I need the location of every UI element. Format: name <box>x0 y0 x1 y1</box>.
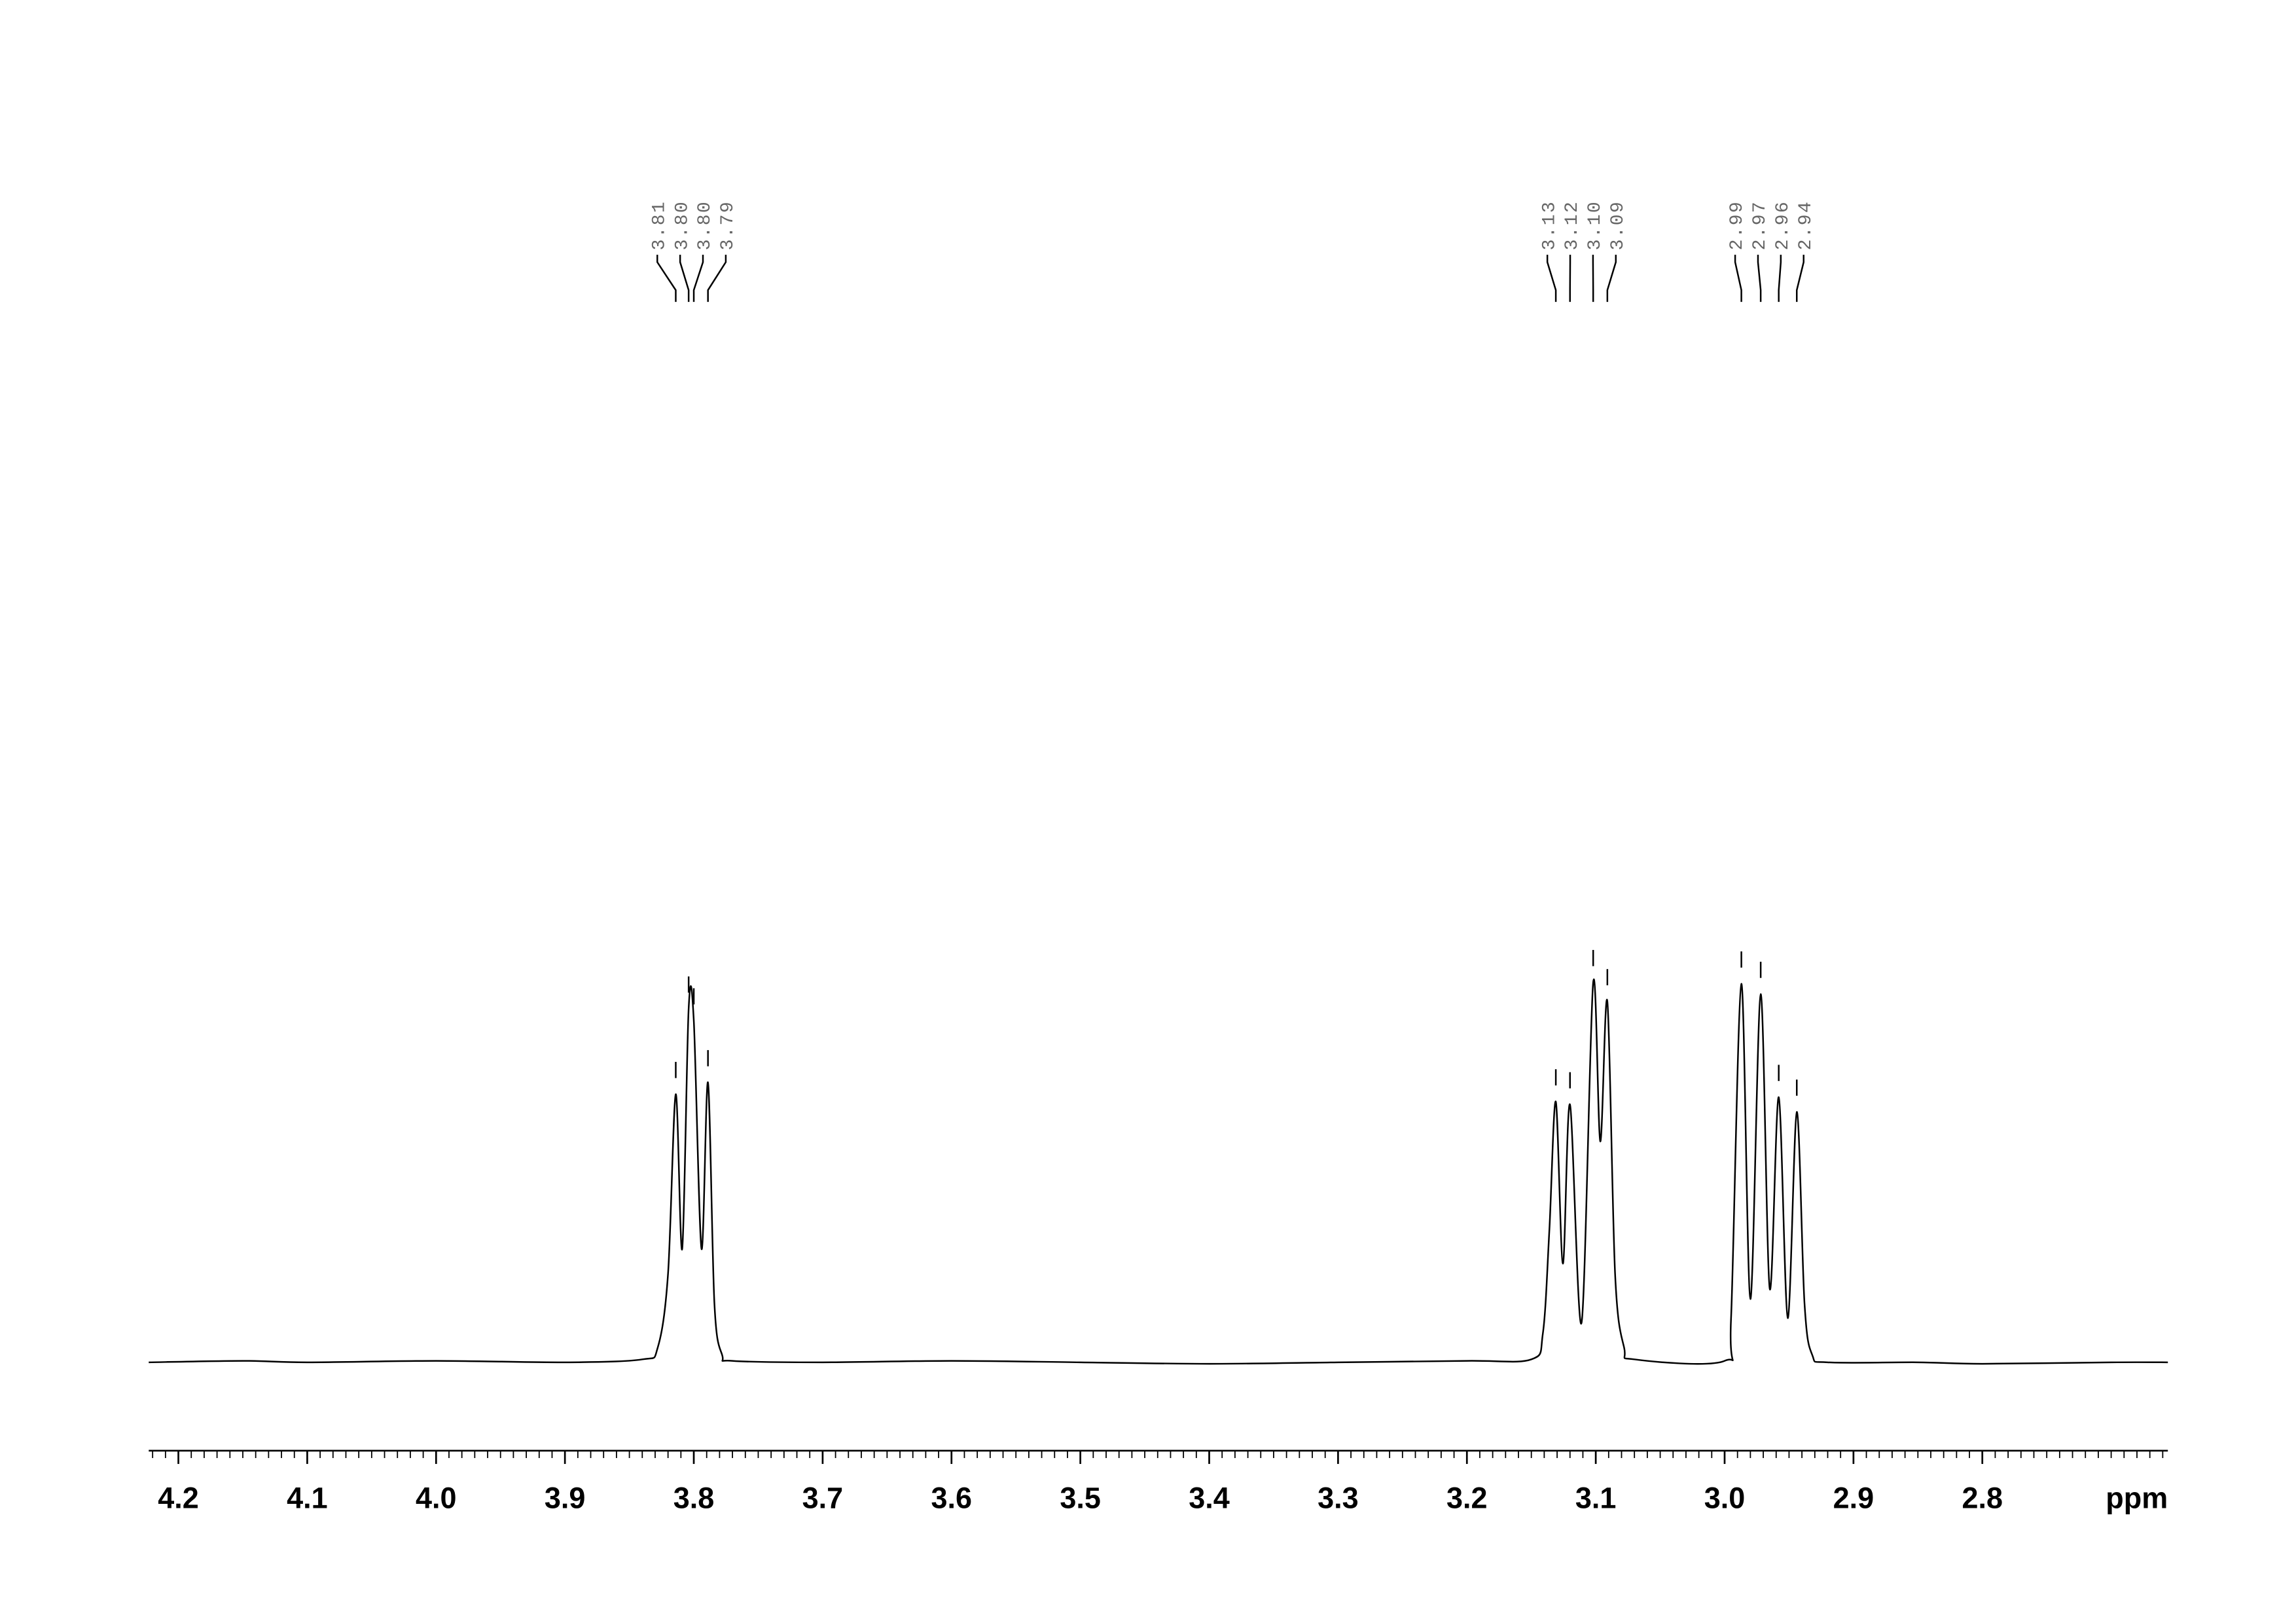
x-tick-label: 4.0 <box>416 1482 457 1515</box>
peak-label: 3.80 <box>672 200 692 250</box>
x-tick-label: 3.0 <box>1704 1482 1746 1515</box>
peak-label: 2.99 <box>1727 200 1748 250</box>
x-tick-label: 3.5 <box>1060 1482 1101 1515</box>
peak-label: 3.81 <box>649 200 670 250</box>
peak-connector <box>1606 255 1617 302</box>
x-tick-label: 2.8 <box>1962 1482 2003 1515</box>
x-tick-label: 3.3 <box>1318 1482 1359 1515</box>
peak-connector <box>692 255 704 302</box>
peak-connector <box>1778 255 1782 302</box>
x-axis-label: ppm <box>2106 1482 2168 1515</box>
peak-label: 3.79 <box>718 200 738 250</box>
peak-label: 3.80 <box>695 200 715 250</box>
peak-connector <box>1546 255 1557 302</box>
peak-label: 2.94 <box>1796 200 1816 250</box>
x-tick-label: 3.4 <box>1189 1482 1230 1515</box>
peak-label: 2.96 <box>1773 200 1793 250</box>
x-tick-label: 2.9 <box>1833 1482 1874 1515</box>
x-tick-label: 3.7 <box>802 1482 844 1515</box>
peak-label: 3.10 <box>1585 200 1605 250</box>
x-tick-label: 3.2 <box>1446 1482 1488 1515</box>
peak-connector <box>707 255 727 302</box>
x-tick-label: 3.8 <box>673 1482 715 1515</box>
peak-connector <box>679 255 690 302</box>
peak-label: 2.97 <box>1750 200 1770 250</box>
x-tick-label: 3.1 <box>1575 1482 1617 1515</box>
x-tick-label: 3.6 <box>931 1482 972 1515</box>
peak-label: 3.09 <box>1608 200 1628 250</box>
x-tick-label: 4.2 <box>158 1482 199 1515</box>
peak-label: 3.12 <box>1562 200 1583 250</box>
peak-connector <box>1757 255 1762 302</box>
peak-label: 3.13 <box>1539 200 1560 250</box>
spectrum-line <box>149 978 2168 1365</box>
peak-connector <box>1796 255 1804 302</box>
x-tick-label: 4.1 <box>287 1482 328 1515</box>
x-tick-label: 3.9 <box>545 1482 586 1515</box>
peak-connector <box>656 255 677 302</box>
peak-connector <box>1734 255 1742 302</box>
